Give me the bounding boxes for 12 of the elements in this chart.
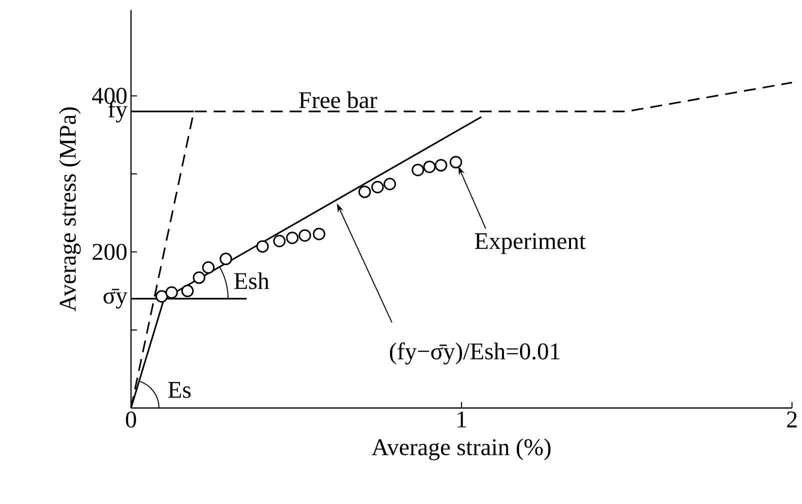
- x-tick-label: 2: [787, 412, 797, 428]
- annotation: Experiment: [474, 233, 586, 254]
- y-tick-label: 200: [92, 244, 127, 260]
- y-axis-title: Average stress (MPa): [59, 107, 81, 312]
- x-tick-label: 0: [126, 412, 136, 428]
- series-label: Free bar: [299, 91, 378, 108]
- annotation: Es: [168, 382, 191, 398]
- y-tick-label: σ̄y: [104, 288, 128, 309]
- annotation: (fy−σ̄y)/Esh=0.01: [390, 342, 560, 364]
- x-axis-title: Average strain (%): [372, 438, 551, 460]
- x-tick-label: 1: [458, 412, 466, 428]
- annotation: Esh: [234, 272, 270, 290]
